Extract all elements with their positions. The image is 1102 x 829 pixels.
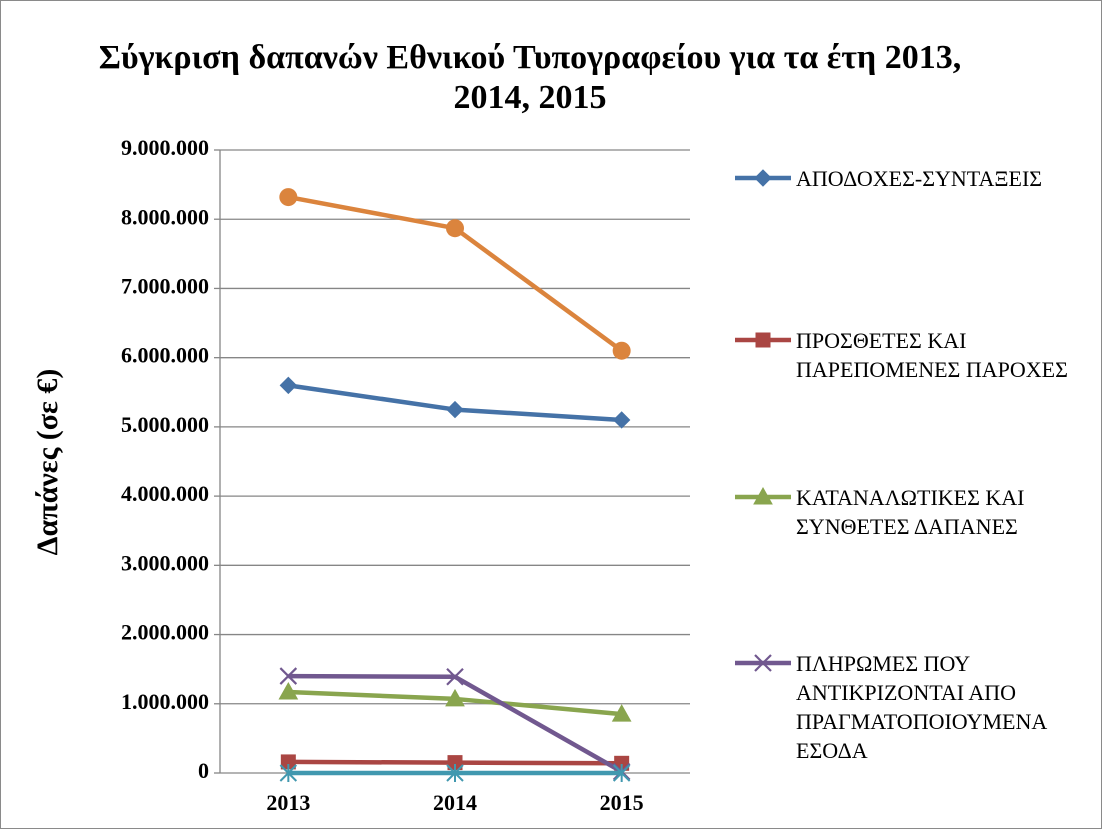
- point: [279, 376, 298, 395]
- chart-title: Σύγκριση δαπανών Εθνικού Τυπογραφείου γι…: [98, 39, 962, 116]
- point: [278, 681, 299, 700]
- y-tick-label: 6.000.000: [121, 343, 209, 368]
- legend-label: ΚΑΤΑΝΑΛΩΤΙΚΕΣ ΚΑΙ ΣΥΝΘΕΤΕΣ ΔΑΠΑΝΕΣ: [796, 485, 1025, 539]
- point: [279, 764, 298, 782]
- y-tick-label: 7.000.000: [121, 273, 209, 298]
- point: [612, 764, 631, 782]
- y-tick-label: 1.000.000: [121, 689, 209, 714]
- point: [611, 704, 632, 722]
- point: [612, 341, 631, 360]
- y-tick-label: 4.000.000: [121, 481, 209, 506]
- y-tick-label: 0: [198, 758, 209, 783]
- y-tick-label: 9.000.000: [121, 135, 209, 160]
- legend-label: ΑΠΟΔΟΧΕΣ-ΣΥΝΤΑΞΕΙΣ: [796, 166, 1043, 191]
- point: [612, 411, 631, 429]
- legend-label: ΠΡΟΣΘΕΤΕΣ ΚΑΙ ΠΑΡΕΠΟΜΕΝΕΣ ΠΑΡΟΧΕΣ: [796, 328, 1068, 382]
- point: [445, 688, 465, 707]
- point: [446, 400, 464, 419]
- y-tick-label: 8.000.000: [121, 204, 209, 229]
- point: [446, 219, 464, 238]
- y-tick-label: 5.000.000: [121, 412, 209, 437]
- point: [754, 654, 772, 672]
- point: [753, 486, 773, 505]
- point: [755, 332, 771, 348]
- x-tick-label: 2014: [433, 790, 477, 815]
- x-tick-label: 2013: [266, 790, 310, 815]
- point: [754, 169, 772, 187]
- point: [279, 667, 298, 685]
- point: [279, 188, 298, 207]
- y-tick-label: 3.000.000: [121, 550, 209, 575]
- y-tick-label: 2.000.000: [121, 620, 209, 645]
- legend-label: ΠΛΗΡΩΜΕΣ ΠΟΥ ΑΝΤΙΚΡΙΖΟΝΤΑΙ ΑΠΟ ΠΡΑΓΜΑΤΟΠ…: [796, 651, 1047, 763]
- point: [446, 668, 464, 686]
- point: [446, 764, 464, 782]
- x-tick-label: 2015: [600, 790, 644, 815]
- y-axis-label: Δαπάνες (σε €): [31, 369, 64, 556]
